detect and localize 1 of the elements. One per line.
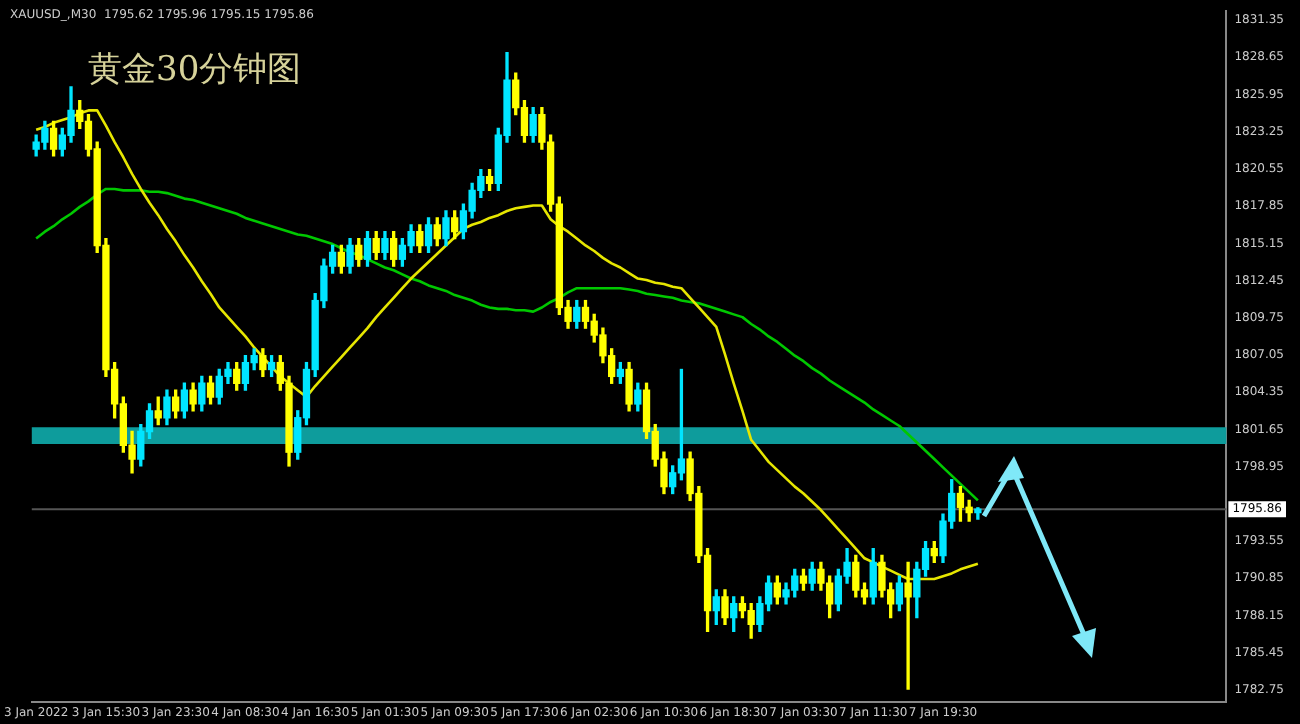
text: 黄金30分钟图 <box>88 50 302 90</box>
